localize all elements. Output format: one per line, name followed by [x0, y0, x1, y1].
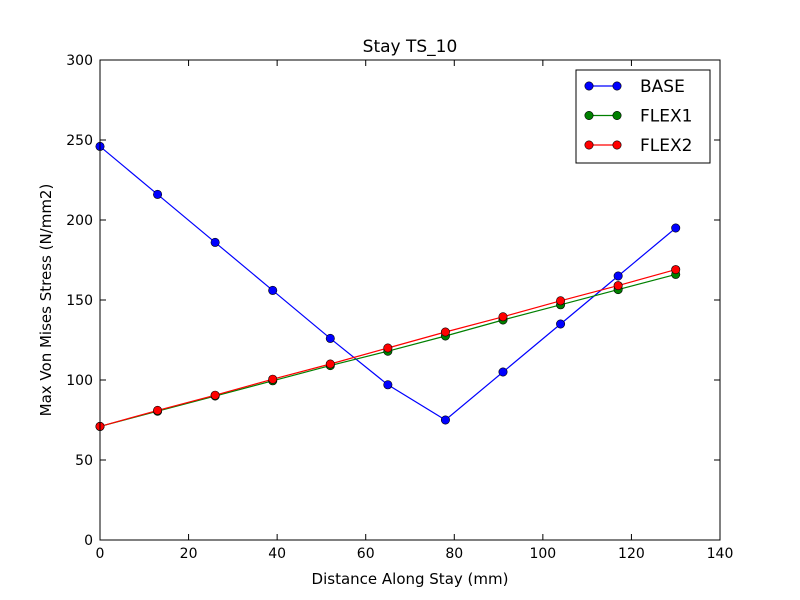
data-point-base: [440, 415, 450, 425]
y-tick-label: 300: [66, 53, 93, 69]
chart-title: Stay TS_10: [363, 37, 458, 57]
legend-marker-flex2: [612, 140, 622, 150]
legend-marker-flex1: [612, 111, 622, 121]
legend-marker-flex2: [584, 140, 594, 150]
data-point-flex2: [383, 343, 393, 353]
x-tick-label: 100: [529, 546, 556, 562]
data-point-base: [153, 189, 163, 199]
x-tick-label: 40: [268, 546, 286, 562]
legend-marker-flex1: [584, 111, 594, 121]
legend-marker-base: [584, 81, 594, 91]
data-point-flex2: [210, 390, 220, 400]
legend-label-base: BASE: [640, 77, 685, 97]
legend-label-flex2: FLEX2: [640, 136, 692, 156]
x-tick-label: 20: [180, 546, 198, 562]
y-axis-label: Max Von Mises Stress (N/mm2): [37, 184, 55, 417]
x-tick-label: 140: [707, 546, 734, 562]
x-axis-label: Distance Along Stay (mm): [312, 570, 509, 588]
data-point-flex2: [556, 296, 566, 306]
y-tick-label: 250: [66, 133, 93, 149]
legend: BASE FLEX1 FLEX2: [575, 69, 711, 164]
data-point-flex2: [153, 405, 163, 415]
data-point-base: [498, 367, 508, 377]
x-tick-label: 80: [445, 546, 463, 562]
x-tick-label: 0: [96, 546, 105, 562]
data-point-base: [268, 285, 278, 295]
legend-marker-base: [612, 81, 622, 91]
data-point-base: [556, 319, 566, 329]
y-tick-label: 200: [66, 213, 93, 229]
data-point-base: [210, 237, 220, 247]
data-point-flex2: [613, 281, 623, 291]
plot-area: [95, 141, 681, 431]
y-tick-label: 50: [75, 453, 93, 469]
axes: 0 20 40 60 80 100 120 140 0 50 100 150 200 250 300: [66, 53, 733, 562]
data-point-flex2: [440, 327, 450, 337]
y-tick-label: 0: [84, 533, 93, 549]
legend-label-flex1: FLEX1: [640, 107, 692, 127]
data-point-base: [613, 271, 623, 281]
data-point-flex2: [325, 359, 335, 369]
data-point-flex2: [498, 312, 508, 322]
data-point-base: [383, 380, 393, 390]
x-tick-label: 120: [618, 546, 645, 562]
data-point-base: [671, 223, 681, 233]
x-tick-label: 60: [357, 546, 375, 562]
data-point-flex2: [671, 265, 681, 275]
data-point-base: [325, 333, 335, 343]
y-tick-label: 100: [66, 373, 93, 389]
data-point-flex2: [268, 374, 278, 384]
y-tick-label: 150: [66, 293, 93, 309]
